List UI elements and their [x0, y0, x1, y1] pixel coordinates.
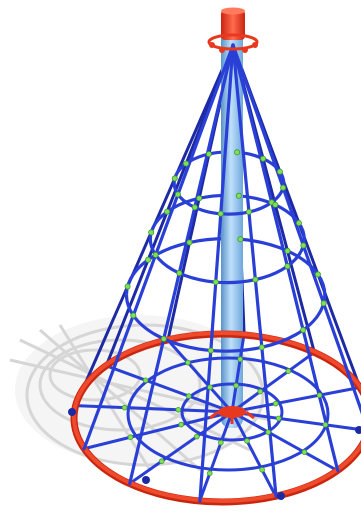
- base-ring: [70, 330, 361, 506]
- rope-ring-front: [148, 238, 306, 285]
- connector-node: [160, 335, 167, 342]
- connector-node: [320, 300, 327, 307]
- connector-node: [301, 449, 308, 455]
- rope-ring-front: [124, 294, 327, 353]
- connector-node: [183, 160, 190, 167]
- connector-node: [152, 251, 159, 258]
- connector-node: [164, 208, 171, 215]
- connector-node: [212, 279, 219, 286]
- connector-node: [300, 242, 307, 249]
- connector-node: [280, 184, 287, 191]
- connector-node: [284, 263, 291, 270]
- connector-node: [207, 470, 213, 477]
- connector-node: [260, 155, 267, 162]
- base-hub: [209, 406, 255, 424]
- connector-node: [237, 356, 244, 363]
- ground-spoke: [167, 340, 234, 413]
- rope-strand: [198, 43, 235, 503]
- connector-node: [285, 368, 292, 375]
- connector-node: [158, 458, 165, 465]
- connector-node: [186, 393, 192, 399]
- connector-node: [275, 415, 282, 422]
- connector-node: [121, 404, 128, 411]
- ground-spoke: [108, 365, 233, 414]
- connector-node: [259, 466, 265, 473]
- ground-spoke: [231, 410, 337, 471]
- ring-anchors: [68, 408, 361, 500]
- rope-strand: [82, 43, 235, 451]
- connector-node: [322, 421, 329, 428]
- connector-node: [185, 359, 191, 366]
- connector-node: [316, 392, 323, 399]
- connector-node: [257, 388, 264, 395]
- connector-node: [233, 382, 239, 389]
- connector-node: [237, 236, 244, 243]
- ground-ring-inner: [180, 382, 284, 442]
- connector-node: [258, 344, 265, 351]
- connector-node: [272, 201, 279, 208]
- top-cap: [207, 7, 259, 53]
- connector-node: [171, 175, 178, 182]
- connector-node: [284, 247, 291, 254]
- connector-node: [295, 219, 302, 226]
- rope-strand: [231, 43, 278, 498]
- connector-node: [127, 434, 134, 441]
- connector-node: [207, 347, 214, 354]
- connector-node: [176, 270, 183, 277]
- connector-node: [130, 312, 137, 319]
- connector-node: [244, 438, 250, 444]
- rope-strand: [231, 43, 361, 415]
- connector-node: [142, 377, 149, 384]
- ground-spoke: [198, 411, 234, 500]
- ground-spoke: [86, 410, 233, 450]
- connector-node: [245, 208, 252, 215]
- connector-node: [234, 149, 241, 156]
- connector-node: [196, 195, 203, 202]
- connector-node: [178, 421, 185, 428]
- connector-node: [218, 439, 224, 446]
- connector-node: [186, 239, 193, 246]
- connector-node: [124, 283, 131, 290]
- connector-node: [205, 151, 212, 158]
- connector-node: [145, 256, 152, 263]
- connector-node: [300, 326, 307, 333]
- connector-node: [217, 210, 224, 217]
- connector-node: [194, 433, 200, 440]
- connector-node: [314, 271, 321, 278]
- ground-spoke: [130, 410, 233, 484]
- connector-node: [148, 229, 155, 236]
- rope-strand: [231, 43, 340, 472]
- ground-spoke: [231, 352, 314, 414]
- ground-spoke: [231, 410, 361, 432]
- rope-strand: [128, 43, 235, 486]
- connector-node: [265, 429, 272, 435]
- connector-node: [175, 406, 182, 413]
- ground-ring-outer: [126, 356, 330, 472]
- front-rope-strands: [82, 43, 361, 503]
- connector-node: [235, 192, 242, 199]
- connector-node: [207, 384, 213, 391]
- connector-node: [191, 204, 198, 211]
- ground-spoke: [231, 386, 358, 414]
- ground-spoke: [230, 411, 277, 496]
- connector-node: [174, 191, 181, 198]
- connector-node: [276, 168, 283, 175]
- connector-node: [272, 400, 279, 407]
- rope-connectors: [121, 149, 329, 477]
- connector-node: [252, 276, 259, 283]
